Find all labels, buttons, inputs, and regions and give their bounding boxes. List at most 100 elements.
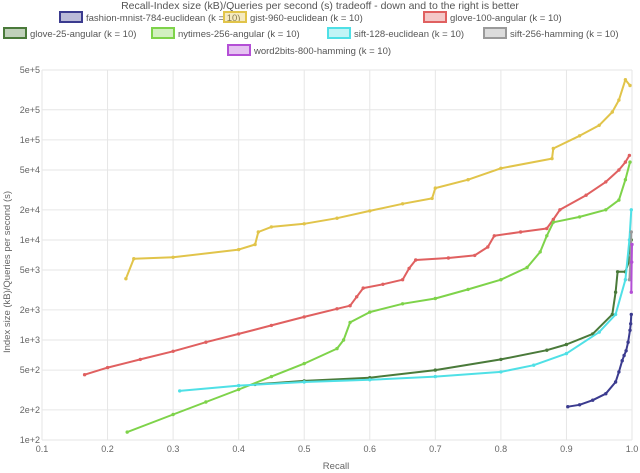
data-point — [604, 392, 608, 396]
data-point — [204, 340, 208, 344]
data-point — [613, 290, 618, 294]
data-point — [486, 245, 490, 249]
data-point — [368, 378, 372, 382]
x-tick-label: 0.5 — [298, 444, 311, 454]
data-point — [558, 208, 562, 212]
data-point — [302, 222, 306, 226]
legend-item[interactable]: sift-256-hamming (k = 10) — [483, 27, 619, 40]
data-point — [617, 168, 621, 172]
y-tick-label: 5e+4 — [20, 165, 40, 175]
data-point — [615, 270, 620, 274]
series — [178, 208, 633, 393]
data-point — [433, 374, 437, 379]
data-point — [577, 215, 582, 219]
data-point — [132, 257, 136, 261]
legend-item[interactable]: sift-128-euclidean (k = 10) — [327, 27, 464, 40]
legend-label: word2bits-800-hamming (k = 10) — [253, 46, 391, 57]
y-tick-label: 2e+5 — [20, 105, 40, 115]
data-point — [341, 338, 346, 342]
data-point — [564, 351, 569, 356]
data-point — [623, 278, 628, 282]
data-point — [550, 156, 554, 161]
series-line — [255, 239, 633, 386]
data-point — [237, 332, 241, 336]
data-point — [597, 123, 601, 128]
data-point — [629, 290, 633, 294]
legend-item[interactable]: glove-100-angular (k = 10) — [423, 11, 562, 24]
data-point — [604, 180, 608, 184]
data-point — [613, 312, 618, 317]
data-point — [407, 266, 411, 271]
data-point — [414, 258, 418, 262]
data-point — [499, 357, 503, 362]
data-point — [604, 208, 608, 212]
series — [82, 153, 632, 377]
data-point — [466, 287, 470, 292]
legend: fashion-mnist-784-euclidean (k = 10) gist… — [3, 11, 619, 57]
data-point — [626, 340, 630, 344]
data-point — [564, 342, 569, 347]
legend-item[interactable]: gist-960-euclidean (k = 10) — [223, 11, 363, 24]
legend-label: sift-128-euclidean (k = 10) — [354, 29, 464, 40]
data-point — [629, 208, 633, 212]
data-point — [628, 328, 632, 332]
x-tick-label: 1.0 — [626, 444, 639, 454]
series-line — [630, 244, 633, 293]
series-line — [84, 154, 631, 376]
series — [566, 312, 633, 409]
data-point — [532, 363, 536, 367]
legend-item[interactable]: word2bits-800-hamming (k = 10) — [227, 44, 391, 57]
y-tick-label: 1e+2 — [20, 435, 40, 445]
data-point — [545, 226, 549, 231]
y-axis-label: Index size (kB)/Queries per second (s) — [2, 191, 13, 353]
data-point — [610, 110, 614, 114]
data-point — [545, 348, 549, 352]
data-point — [400, 202, 405, 206]
data-point — [622, 353, 626, 358]
data-point — [348, 320, 352, 325]
legend-swatch — [227, 44, 251, 56]
legend-label: sift-256-hamming (k = 10) — [510, 29, 619, 40]
y-tick-label: 2e+3 — [20, 305, 40, 315]
series — [124, 78, 632, 281]
series-line — [126, 161, 631, 434]
data-point — [551, 220, 555, 224]
legend-item[interactable]: glove-25-angular (k = 10) — [3, 27, 136, 40]
legend-label: gist-960-euclidean (k = 10) — [250, 13, 363, 24]
legend-item[interactable]: nytimes-256-angular (k = 10) — [151, 27, 300, 40]
grid — [41, 69, 633, 441]
data-point — [466, 178, 470, 182]
legend-item[interactable]: fashion-mnist-784-euclidean (k = 10) — [59, 11, 240, 24]
x-tick-label: 0.7 — [429, 444, 442, 454]
data-point — [628, 160, 632, 164]
data-point — [335, 216, 339, 220]
data-point — [138, 357, 142, 362]
y-axis: 1e+2 2e+2 5e+2 1e+3 2e+3 5e+3 1e+4 2e+4 5e+4 1e+5… — [20, 65, 40, 445]
legend-swatch — [423, 11, 447, 23]
data-point — [302, 315, 306, 319]
data-point — [302, 361, 306, 366]
data-point — [430, 196, 434, 201]
data-point — [597, 330, 601, 334]
data-point — [433, 186, 437, 190]
legend-swatch — [59, 11, 83, 23]
data-point — [256, 230, 260, 234]
y-tick-label: 1e+5 — [20, 135, 40, 145]
data-point — [630, 242, 634, 247]
data-point — [355, 295, 359, 299]
data-point — [302, 380, 306, 384]
x-tick-label: 0.2 — [101, 444, 114, 454]
data-point — [237, 247, 241, 252]
data-point — [381, 282, 385, 286]
data-point — [368, 310, 372, 314]
legend-swatch — [223, 11, 247, 23]
legend-label: nytimes-256-angular (k = 10) — [178, 29, 300, 40]
data-point — [269, 225, 274, 229]
data-point — [499, 370, 503, 374]
chart-title: Recall-Index size (kB)/Queries per secon… — [121, 0, 519, 12]
x-axis: 0.1 0.2 0.3 0.4 0.5 0.6 0.7 0.8 0.9 1.0 — [36, 444, 639, 454]
legend-swatch — [327, 27, 351, 39]
series — [629, 242, 634, 294]
data-point — [566, 405, 570, 409]
data-point — [269, 374, 274, 379]
